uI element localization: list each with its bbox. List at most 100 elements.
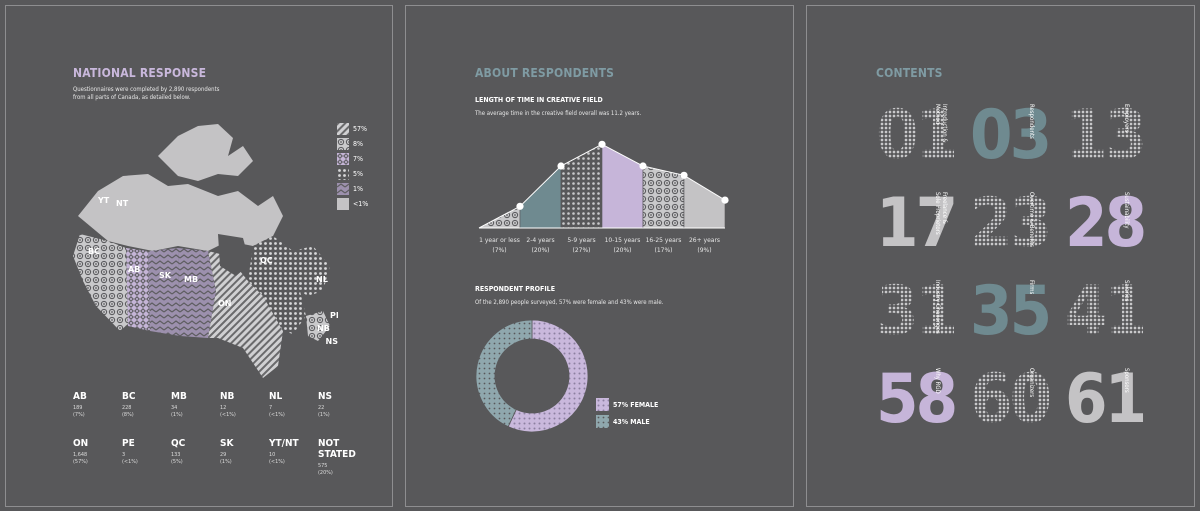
contents-section-label[interactable]: Sustainability bbox=[1123, 192, 1130, 229]
contents-section-label[interactable]: Overtime & Benefits bbox=[1028, 192, 1035, 247]
map-label-nt: NT bbox=[116, 199, 129, 208]
contents-section-label[interactable]: Organizers bbox=[1028, 368, 1035, 398]
province-count: 22 bbox=[318, 405, 325, 411]
province-count: 133 bbox=[171, 452, 181, 458]
about-respondents-title: ABOUT RESPONDENTS bbox=[475, 66, 615, 80]
province-stat: NB 12 (<1%) bbox=[220, 391, 236, 419]
map-qc bbox=[248, 236, 308, 334]
contents-section-label[interactable]: Employers bbox=[1123, 104, 1130, 133]
profile-heading: RESPONDENT PROFILE bbox=[475, 285, 555, 293]
province-stat: ON 1,648 (57%) bbox=[73, 438, 88, 466]
province-percent: (1%) bbox=[220, 459, 232, 465]
contents-page-number[interactable]: 60 bbox=[970, 360, 1052, 439]
contents-page-number[interactable]: 41 bbox=[1065, 272, 1147, 351]
province-percent: (<1%) bbox=[220, 412, 236, 418]
profile-description: Of the 2,890 people surveyed, 57% were f… bbox=[475, 299, 664, 306]
map-arctic-islands bbox=[158, 124, 253, 181]
province-code: NL bbox=[269, 391, 283, 402]
donut-slice-male bbox=[475, 319, 533, 428]
data-point bbox=[598, 140, 606, 148]
contents-page-number[interactable]: 35 bbox=[970, 272, 1052, 351]
map-label-nl: NL bbox=[316, 275, 328, 284]
contents-page-number[interactable]: 23 bbox=[970, 184, 1052, 263]
province-percent: (20%) bbox=[318, 470, 333, 476]
map-bc bbox=[73, 234, 128, 331]
province-count: 575 bbox=[318, 463, 328, 469]
value-label: (7%) bbox=[492, 247, 506, 254]
field-description: The average time in the creative field o… bbox=[475, 110, 642, 117]
national-response-title: NATIONAL RESPONSE bbox=[73, 66, 207, 80]
map-label-yt: YT bbox=[97, 196, 110, 205]
contents-section-label[interactable]: Freelance & Sole Proprietors bbox=[934, 192, 948, 235]
province-stat: AB 189 (7%) bbox=[73, 391, 87, 419]
data-point bbox=[557, 162, 565, 170]
map-ab bbox=[126, 248, 150, 331]
national-description-line1: Questionnaires were completed by 2,890 r… bbox=[73, 86, 220, 93]
map-nl bbox=[293, 246, 330, 296]
province-stat: PE 3 (<1%) bbox=[122, 438, 138, 466]
contents-page-number[interactable]: 58 bbox=[876, 360, 958, 439]
time-in-field-chart: 1 year or less (7%) 2-4 years (20%) 5-9 year… bbox=[478, 140, 729, 254]
legend-label-7: 7% bbox=[353, 154, 363, 163]
area-segment bbox=[560, 143, 603, 229]
contents-page-number[interactable]: 01 bbox=[876, 96, 958, 175]
province-count: 228 bbox=[122, 405, 132, 411]
gender-donut-chart bbox=[475, 319, 589, 433]
value-label: (27%) bbox=[572, 247, 590, 254]
province-stat: NL 7 (<1%) bbox=[269, 391, 285, 419]
field-heading: LENGTH OF TIME IN CREATIVE FIELD bbox=[475, 96, 603, 104]
data-point bbox=[516, 202, 524, 210]
map-sk bbox=[148, 248, 180, 336]
province-count: 1,648 bbox=[73, 452, 88, 458]
contents-page-number[interactable]: 31 bbox=[876, 272, 958, 351]
province-stat: SK 29 (1%) bbox=[220, 438, 233, 466]
legend-row-1: 1% bbox=[337, 181, 368, 196]
legend-row-8: 8% bbox=[337, 136, 368, 151]
contents-section-label[interactable]: Sponsors bbox=[1123, 368, 1130, 393]
province-percent: (1%) bbox=[318, 412, 330, 418]
province-percent: (7%) bbox=[73, 412, 85, 418]
contents-section-label[interactable]: Industry Challenges bbox=[934, 280, 941, 334]
area-segment bbox=[519, 165, 562, 229]
map-labels: YT NT BC AB SK MB ON QC NL PE NB NS bbox=[88, 196, 338, 346]
contents-section-label[interactable]: Why RGD bbox=[934, 368, 941, 394]
map-maritimes bbox=[306, 311, 330, 341]
male-legend-label: 43% MALE bbox=[613, 417, 650, 426]
legend-label-lt1: <1% bbox=[353, 199, 369, 208]
legend-row-57: 57% bbox=[337, 121, 368, 136]
contents-page-number[interactable]: 17 bbox=[876, 184, 958, 263]
contents-section-label[interactable]: Introduction & Method bbox=[934, 104, 948, 143]
province-percent: (5%) bbox=[171, 459, 183, 465]
area-segment bbox=[642, 165, 685, 229]
female-legend-row: 57% FEMALE bbox=[596, 396, 658, 413]
province-code: NOT STATED bbox=[318, 438, 356, 460]
province-count: 3 bbox=[122, 452, 126, 458]
data-point bbox=[721, 196, 729, 204]
x-tick-label: 2-4 years bbox=[526, 237, 554, 244]
contents-page-number[interactable]: 13 bbox=[1065, 96, 1147, 175]
value-label: (20%) bbox=[531, 247, 549, 254]
legend-label-5: 5% bbox=[353, 169, 363, 178]
contents-section-label[interactable]: Firms bbox=[1028, 280, 1035, 295]
contents-page-number[interactable]: 28 bbox=[1065, 184, 1147, 263]
contents-title: CONTENTS bbox=[876, 66, 943, 80]
national-description: Questionnaires were completed by 2,890 r… bbox=[73, 86, 220, 102]
contents-page-number[interactable]: 61 bbox=[1065, 360, 1147, 439]
map-label-ab: AB bbox=[128, 265, 140, 274]
province-code: YT/NT bbox=[269, 438, 299, 449]
map-label-on: ON bbox=[218, 299, 232, 308]
province-stats: AB 189 (7%) BC 228 (8%) MB 34 (1%) NB 12 (<1%) NL 7 (<… bbox=[73, 391, 373, 481]
legend-label-57: 57% bbox=[353, 124, 367, 133]
contents-section-label[interactable]: Salaries bbox=[1123, 280, 1130, 302]
province-code: MB bbox=[171, 391, 187, 402]
contents-section-label[interactable]: Respondents bbox=[1028, 104, 1035, 139]
donut-slice-female bbox=[507, 319, 589, 433]
map-territories bbox=[78, 174, 283, 251]
national-response-panel: NATIONAL RESPONSE Questionnaires were co… bbox=[5, 5, 393, 507]
area-segment bbox=[683, 174, 726, 229]
legend-label-8: 8% bbox=[353, 139, 363, 148]
contents-page-number[interactable]: 03 bbox=[970, 96, 1052, 175]
contents-panel: CONTENTS 01 Introduction & Method 03 Respon… bbox=[806, 5, 1195, 507]
map-label-ns: NS bbox=[326, 337, 338, 346]
area-segment bbox=[601, 143, 644, 229]
